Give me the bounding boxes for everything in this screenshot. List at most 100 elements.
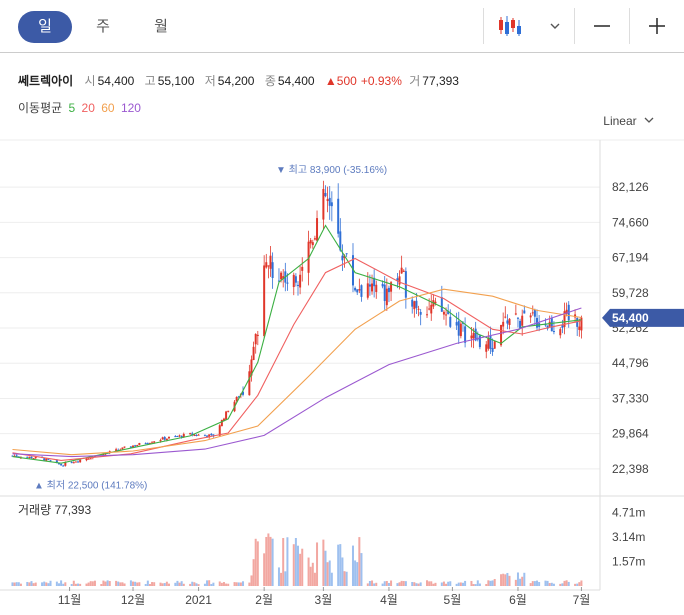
volume-bar [330, 572, 333, 586]
current-price-label: 54,400 [612, 311, 649, 325]
candle-body [165, 438, 168, 440]
zoom-in-button[interactable] [630, 8, 684, 44]
candle-body [119, 449, 122, 451]
tab-day[interactable]: 일 [18, 11, 72, 43]
volume-bar [176, 580, 179, 586]
volume-bar [464, 580, 467, 586]
candle-body [212, 434, 215, 437]
volume-bar [292, 544, 295, 586]
candle-body [519, 320, 522, 329]
chevron-down-icon [644, 117, 654, 123]
candle-body [432, 300, 435, 307]
current-price-badge [602, 308, 684, 327]
tab-month[interactable]: 월 [154, 18, 168, 35]
candle-body [341, 255, 344, 261]
volume-bar [256, 541, 259, 586]
candle-body [87, 458, 90, 460]
candle-body [45, 458, 48, 461]
candle-body [233, 401, 236, 412]
volume-bar [550, 582, 553, 586]
candle-body [417, 308, 420, 310]
candle-body [117, 449, 120, 451]
candle-body [104, 453, 107, 455]
volume-bar [121, 582, 124, 586]
x-tick-label: 11월 [58, 593, 82, 607]
volume-bar [561, 583, 564, 586]
chart-type-select[interactable] [484, 8, 574, 44]
candle-body [434, 301, 437, 304]
volume-bar [343, 571, 346, 586]
candle-body [252, 346, 255, 361]
tab-week[interactable]: 주 [96, 18, 110, 35]
volume-bar [248, 582, 251, 586]
volume-bar [136, 582, 139, 586]
candle-body [400, 267, 403, 274]
volume-bar [417, 583, 420, 586]
current-price-tag: 54,400 [602, 308, 684, 327]
zoom-out-button[interactable] [575, 8, 629, 44]
volume-bar [277, 567, 280, 586]
volume-bar [108, 581, 111, 586]
candle-body [153, 441, 156, 443]
ma-legend[interactable]: 이동평균 5 20 60 120 [18, 99, 144, 116]
volume-bar [237, 582, 240, 586]
volume-bar [102, 580, 105, 586]
candle-body [514, 313, 517, 315]
volume-bar [32, 583, 35, 586]
volume-bar [430, 581, 433, 586]
candle-body [309, 240, 312, 244]
header-divider [0, 52, 684, 53]
candle-body [134, 445, 137, 447]
candle-body [447, 310, 450, 315]
candle-body [277, 280, 280, 282]
volume-bar [415, 583, 418, 586]
volume-bar [375, 582, 378, 586]
volume-bar [115, 580, 118, 586]
candle-body [254, 334, 257, 345]
extreme-markers: ▼ 최고 83,900 (-35.16%) ▲ 최저 22,500 (141.78… [34, 164, 387, 492]
volume-bar [146, 580, 149, 586]
volume-bar [487, 580, 490, 586]
scale-select[interactable]: Linear [603, 114, 654, 128]
high-label: 고 [144, 74, 156, 88]
candle-body [531, 312, 534, 314]
candle-body [506, 320, 509, 324]
candle-body [108, 451, 111, 454]
volume-bar [538, 582, 541, 586]
volume-bar [521, 576, 524, 586]
volume-bar [159, 582, 162, 586]
volume-bar [387, 582, 390, 586]
price-tick-label: 59,728 [612, 286, 649, 300]
candle-body [313, 238, 316, 240]
candle-body [85, 458, 88, 461]
volume-bar [165, 581, 168, 586]
volume-bar [167, 583, 170, 586]
volume-bar [79, 583, 82, 586]
open-value: 54,400 [97, 74, 135, 88]
volume-bar [28, 582, 31, 586]
volume-bar [220, 582, 223, 586]
candle-body [474, 328, 477, 341]
candle-body [62, 465, 65, 467]
candle-body [93, 455, 96, 458]
volume-bar [19, 583, 22, 586]
volume-bar [519, 578, 522, 586]
candle-body [225, 411, 228, 420]
candle-body [55, 460, 58, 463]
candle-body [280, 272, 283, 280]
toolbar-divider [483, 8, 484, 44]
candle-body [354, 287, 357, 291]
volume-bar [411, 581, 414, 586]
candle-body [552, 331, 555, 333]
max-price-marker: ▼ 최고 83,900 (-35.16%) [276, 164, 387, 176]
volume-bar [326, 562, 329, 586]
volume-bar [531, 581, 534, 586]
volume-bar [144, 584, 147, 586]
min-price-marker: ▲ 최저 22,500 (141.78%) [34, 479, 147, 491]
candle-body [115, 449, 118, 452]
candle-body [19, 457, 22, 459]
volume-bar [106, 580, 109, 586]
candle-body [210, 433, 213, 435]
candle-body [174, 436, 177, 438]
